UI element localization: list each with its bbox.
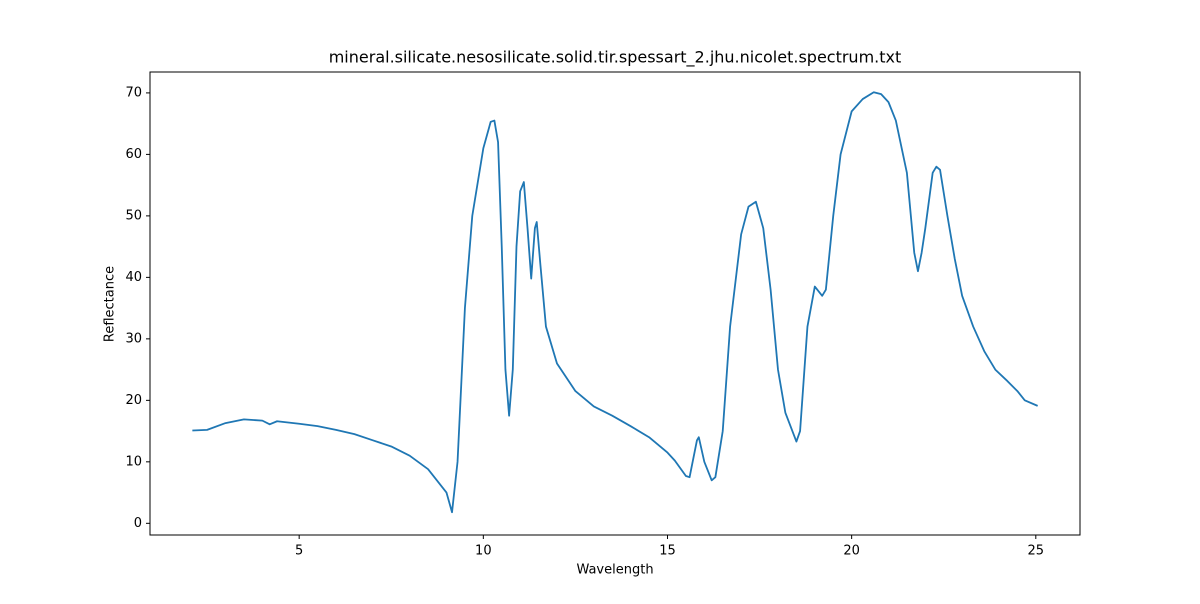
x-tick-label: 5 xyxy=(295,544,303,559)
y-tick-label: 10 xyxy=(125,454,142,469)
y-tick-label: 60 xyxy=(125,147,142,162)
x-tick-label: 20 xyxy=(843,544,860,559)
x-tick-label: 15 xyxy=(659,544,676,559)
y-tick-label: 40 xyxy=(125,270,142,285)
plot-frame xyxy=(149,71,1081,536)
x-tick-label: 10 xyxy=(475,544,492,559)
y-tick-label: 30 xyxy=(125,331,142,346)
y-tick-label: 20 xyxy=(125,393,142,408)
y-tick-label: 0 xyxy=(134,516,142,531)
spectrum-line xyxy=(192,91,1038,514)
x-tick-label: 25 xyxy=(1028,544,1045,559)
x-axis-label: Wavelength xyxy=(576,563,653,578)
chart-title: mineral.silicate.nesosilicate.solid.tir.… xyxy=(329,48,902,68)
y-tick-label: 50 xyxy=(125,208,142,223)
y-axis-label: Reflectance xyxy=(103,266,118,342)
y-tick-label: 70 xyxy=(125,85,142,100)
